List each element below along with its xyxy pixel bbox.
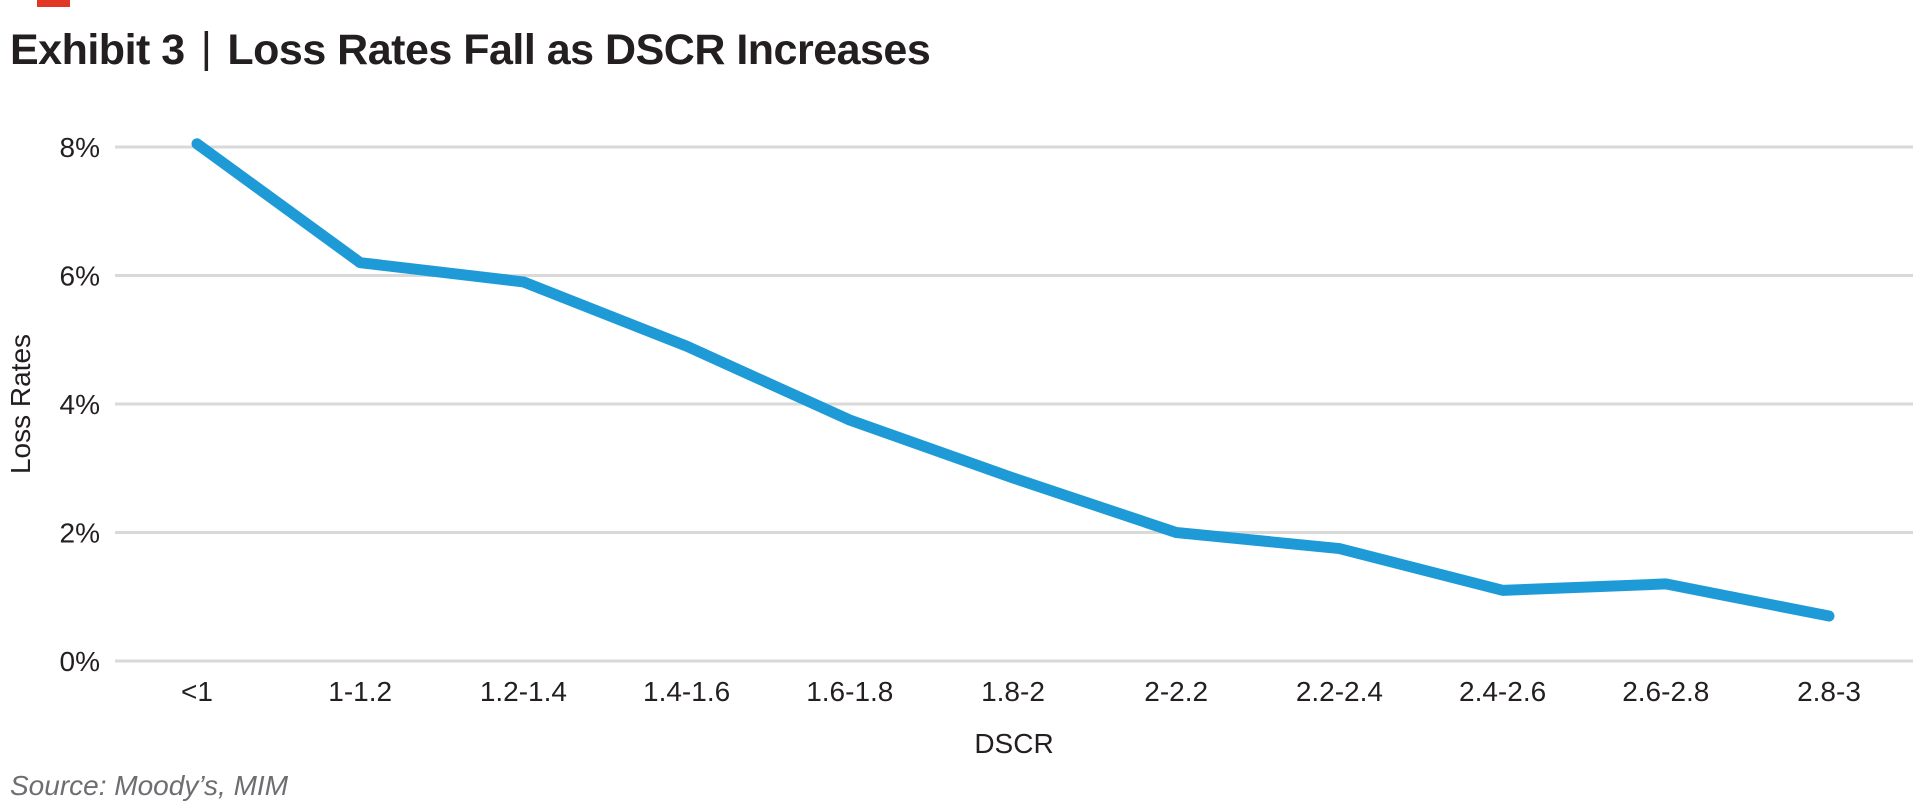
loss-rates-series-line bbox=[191, 138, 1835, 622]
x-tick-label: 1-1.2 bbox=[328, 676, 392, 707]
x-tick-label: 1.4-1.6 bbox=[643, 676, 730, 707]
x-tick-label: 2.8-3 bbox=[1797, 676, 1861, 707]
y-tick-label: 8% bbox=[60, 132, 100, 163]
title-separator: | bbox=[200, 24, 212, 72]
x-tick-label: 2.2-2.4 bbox=[1296, 676, 1383, 707]
x-tick-label: 2.6-2.8 bbox=[1622, 676, 1709, 707]
y-tick-label: 0% bbox=[60, 646, 100, 677]
accent-bar bbox=[37, 0, 70, 7]
x-axis-title: DSCR bbox=[974, 728, 1053, 759]
exhibit-title: Exhibit 3 | Loss Rates Fall as DSCR Increa… bbox=[10, 24, 931, 75]
x-tick-label: 1.8-2 bbox=[981, 676, 1045, 707]
y-tick-label: 6% bbox=[60, 261, 100, 292]
x-tick-label: 1.6-1.8 bbox=[806, 676, 893, 707]
exhibit-number: Exhibit 3 bbox=[10, 26, 185, 74]
source-note: Source: Moody’s, MIM bbox=[10, 770, 289, 801]
x-tick-label: 1.2-1.4 bbox=[480, 676, 567, 707]
x-tick-label: <1 bbox=[181, 676, 213, 707]
title-text: Loss Rates Fall as DSCR Increases bbox=[227, 26, 931, 74]
y-tick-label: 2% bbox=[60, 518, 100, 549]
x-tick-label: 2.4-2.6 bbox=[1459, 676, 1546, 707]
y-axis-title: Loss Rates bbox=[5, 334, 36, 474]
y-tick-label: 4% bbox=[60, 389, 100, 420]
x-tick-label: 2-2.2 bbox=[1144, 676, 1208, 707]
